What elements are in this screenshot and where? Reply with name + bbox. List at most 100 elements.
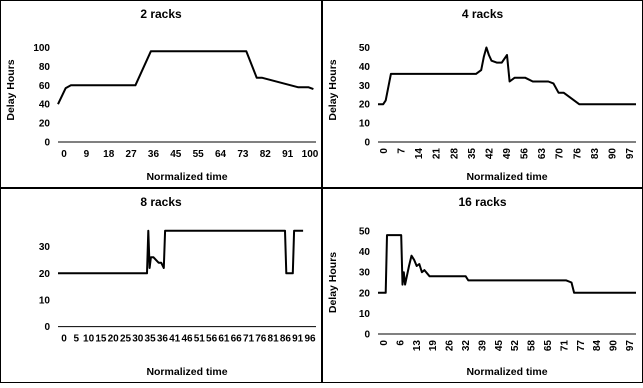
- panel-2-x-tick: 90: [607, 148, 618, 160]
- panel-3-x-tick: 5: [74, 334, 80, 345]
- panel-3-y-tick: 0: [44, 322, 50, 333]
- panel-1-x-tick: 100: [302, 149, 319, 160]
- panel-1-x-tick: 73: [237, 149, 249, 160]
- panel-4-x-tick: 97: [625, 340, 636, 352]
- panel-3-x-tick: 0: [61, 334, 67, 345]
- panel-3-x-tick: 35: [145, 334, 157, 345]
- panel-1-y-tick: 20: [39, 119, 51, 130]
- panel-3-x-tick: 20: [108, 334, 120, 345]
- panel-3-x-tick: 56: [206, 334, 218, 345]
- panel-2-series-line: [378, 46, 636, 106]
- panel-2-title: 4 racks: [462, 7, 504, 21]
- panel-2-x-tick: 0: [379, 148, 390, 154]
- panel-3-x-tick: 41: [169, 334, 181, 345]
- panel-4-x-tick: 32: [461, 340, 472, 352]
- panel-2-x-tick: 35: [467, 148, 478, 160]
- panel-1-x-tick: 91: [282, 149, 294, 160]
- panel-1-x-tick: 0: [61, 149, 67, 160]
- panel-3-x-tick: 10: [83, 334, 95, 345]
- panel-4-x-label: Normalized time: [466, 366, 547, 378]
- panel-4-x-tick: 0: [379, 340, 390, 346]
- panel-1-x-tick: 27: [126, 149, 138, 160]
- panel-3-x-tick: 81: [268, 334, 280, 345]
- panel-1-x-tick: 64: [215, 149, 227, 160]
- panel-4-series-line: [378, 234, 636, 294]
- panel-4-y-tick: 20: [359, 288, 371, 299]
- panel-3-y-tick: 20: [39, 269, 51, 280]
- panel-3-x-tick: 76: [255, 334, 267, 345]
- panel-4-x-tick: 65: [543, 340, 554, 352]
- panel-3-x-tick: 66: [231, 334, 243, 345]
- panel-2-y-tick: 50: [359, 43, 371, 54]
- panel-4-x-tick: 6: [395, 340, 406, 346]
- panel-2-x-tick: 42: [484, 148, 495, 160]
- panel-1-y-tick: 60: [39, 81, 51, 92]
- panel-3-x-tick: 91: [292, 334, 304, 345]
- panel-3-x-label: Normalized time: [146, 366, 227, 378]
- panel-2-x-tick: 70: [555, 148, 566, 160]
- panel-1-title: 2 racks: [140, 7, 182, 21]
- panel-4-x-tick: 39: [477, 340, 488, 352]
- panel-1-border: [0, 0, 322, 188]
- panel-2-x-tick: 83: [590, 148, 601, 160]
- panel-1-y-tick: 40: [39, 100, 51, 111]
- panel-4-x-tick: 71: [559, 340, 570, 352]
- panel-2-y-tick: 10: [359, 119, 371, 130]
- panel-2-x-tick: 7: [397, 148, 408, 154]
- panel-1-y-tick: 100: [33, 43, 50, 54]
- panel-4-y-tick: 30: [359, 268, 371, 279]
- panel-4-x-tick: 77: [576, 340, 587, 352]
- panel-2-x-tick: 56: [520, 148, 531, 160]
- panel-2-y-tick: 20: [359, 100, 371, 111]
- panel-2-y-tick: 40: [359, 62, 371, 73]
- panel-4-border: [322, 188, 643, 383]
- panel-1-x-tick: 55: [193, 149, 205, 160]
- panel-1-x-label: Normalized time: [146, 171, 227, 183]
- panel-3-y-tick: 10: [39, 296, 51, 307]
- panel-3-x-tick: 71: [243, 334, 255, 345]
- panel-2-x-tick: 76: [572, 148, 583, 160]
- panel-1-y-label: Delay Hours: [5, 59, 17, 120]
- panel-1-x-tick: 45: [170, 149, 182, 160]
- panel-1-x-tick: 18: [103, 149, 115, 160]
- panel-3-x-tick: 46: [181, 334, 193, 345]
- panel-2-x-tick: 97: [625, 148, 636, 160]
- panel-2-x-tick: 14: [414, 148, 425, 160]
- panel-4-y-tick: 0: [364, 330, 370, 341]
- panel-3-y-tick: 30: [39, 242, 51, 253]
- panel-4-x-tick: 26: [445, 340, 456, 352]
- panel-3-x-tick: 36: [157, 334, 169, 345]
- panel-1-x-tick: 9: [84, 149, 90, 160]
- panel-3-title: 8 racks: [140, 195, 182, 209]
- panel-1-series-line: [57, 50, 314, 105]
- panel-2-y-tick: 0: [364, 138, 370, 149]
- panel-4-y-label: Delay Hours: [327, 252, 339, 313]
- panel-3-x-tick: 61: [218, 334, 230, 345]
- panel-3-border: [0, 188, 322, 383]
- panel-3-x-tick: 30: [132, 334, 144, 345]
- panel-3-x-tick: 25: [120, 334, 132, 345]
- panel-4-x-tick: 13: [412, 340, 423, 352]
- panel-4-title: 16 racks: [458, 195, 506, 209]
- panel-4-y-tick: 10: [359, 309, 371, 320]
- panel-4-x-tick: 90: [609, 340, 620, 352]
- panel-4-x-tick: 45: [494, 340, 505, 352]
- panel-1-x-tick: 36: [148, 149, 160, 160]
- panel-2-x-label: Normalized time: [466, 171, 547, 183]
- panel-2-y-label: Delay Hours: [327, 59, 339, 120]
- panel-2-y-tick: 30: [359, 81, 371, 92]
- panel-2-x-tick: 63: [537, 148, 548, 160]
- panel-4-x-tick: 84: [592, 340, 603, 352]
- panel-3-x-tick: 51: [194, 334, 206, 345]
- panel-1-y-tick: 0: [44, 138, 50, 149]
- panel-1-y-tick: 80: [39, 62, 51, 73]
- panel-2-x-tick: 28: [449, 148, 460, 160]
- panel-4-x-tick: 19: [428, 340, 439, 352]
- panel-4-x-tick: 52: [510, 340, 521, 352]
- panel-3-x-tick: 86: [280, 334, 292, 345]
- panel-3-x-tick: 96: [304, 334, 316, 345]
- panel-3-series-line: [58, 229, 304, 275]
- panel-4-y-tick: 50: [359, 227, 371, 238]
